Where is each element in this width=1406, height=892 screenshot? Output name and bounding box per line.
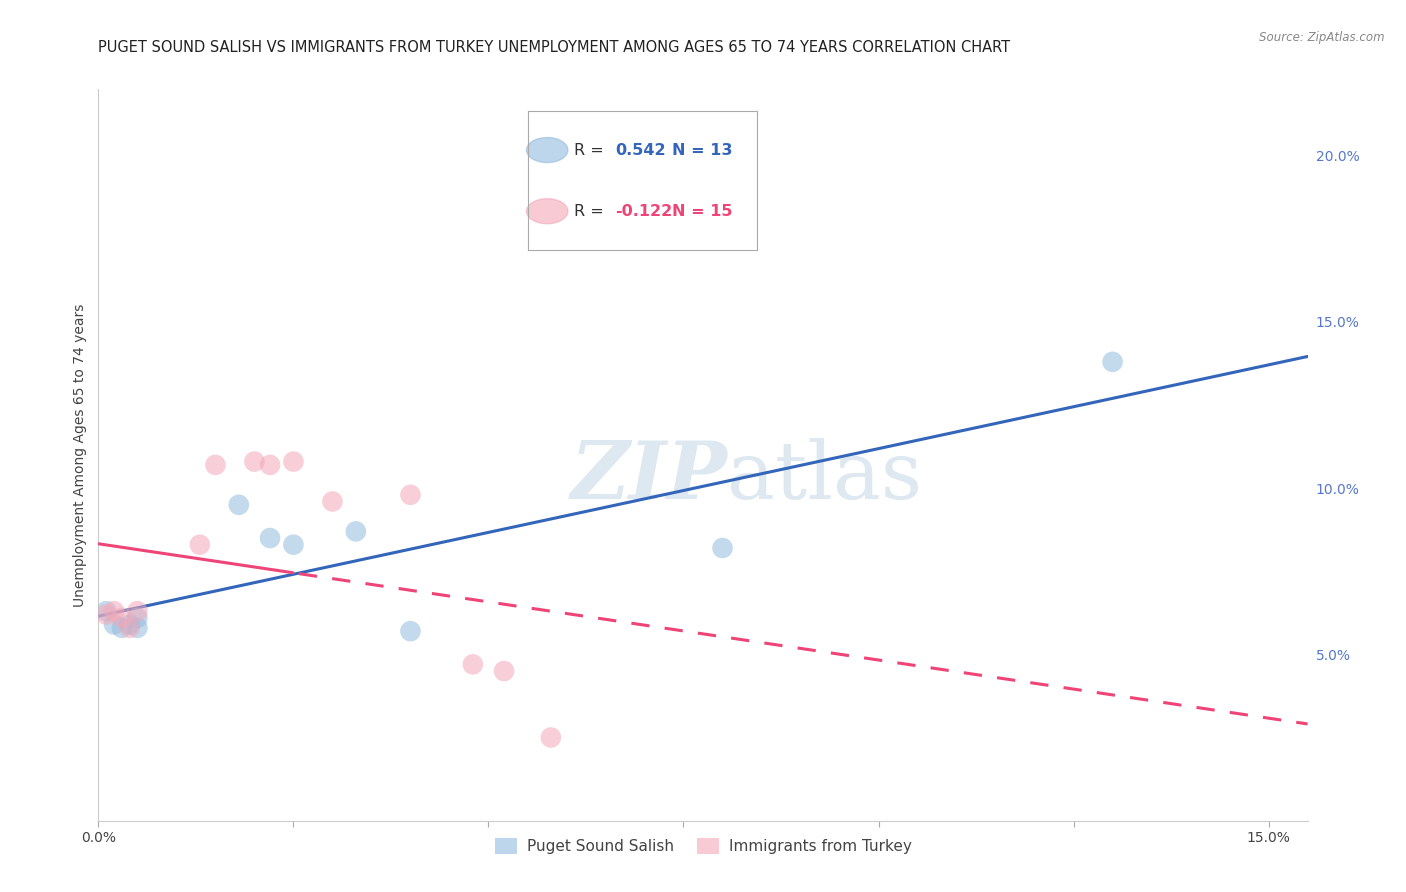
Point [127,621,149,635]
Point [494,664,516,678]
Point [127,604,149,618]
Point [228,498,250,512]
Point [399,488,422,502]
Point [96,607,118,622]
Point [96,604,118,618]
Point [111,621,134,635]
Y-axis label: Unemployment Among Ages 65 to 74 years: Unemployment Among Ages 65 to 74 years [73,303,87,607]
Point [399,624,422,639]
Point [321,494,343,508]
Point [1101,355,1123,369]
Point [127,611,149,625]
Point [283,454,305,468]
Point [103,604,125,618]
Point [243,454,266,468]
Point [118,621,141,635]
Point [711,541,734,555]
Point [111,611,134,625]
Point [259,531,281,545]
Point [188,538,211,552]
Text: atlas: atlas [727,438,922,516]
Point [259,458,281,472]
Legend: Puget Sound Salish, Immigrants from Turkey: Puget Sound Salish, Immigrants from Turk… [488,832,918,861]
Text: ZIP: ZIP [571,438,727,516]
Text: PUGET SOUND SALISH VS IMMIGRANTS FROM TURKEY UNEMPLOYMENT AMONG AGES 65 TO 74 YE: PUGET SOUND SALISH VS IMMIGRANTS FROM TU… [98,40,1011,55]
Point [103,617,125,632]
Point [461,657,484,672]
Point [344,524,367,539]
Point [204,458,226,472]
Text: Source: ZipAtlas.com: Source: ZipAtlas.com [1260,31,1385,45]
Point [283,538,305,552]
Point [540,731,562,745]
Point [118,617,141,632]
